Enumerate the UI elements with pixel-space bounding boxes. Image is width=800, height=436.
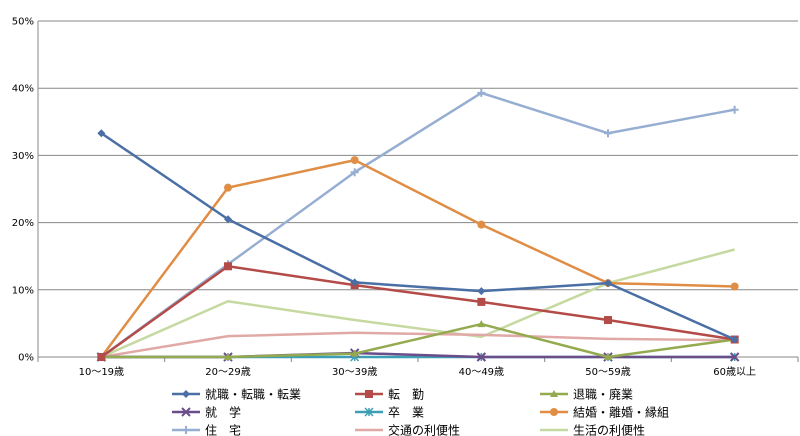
x-tick-label: 50～59歳 [585, 366, 630, 378]
legend-swatch-marker [365, 390, 373, 398]
series-line [101, 331, 735, 359]
legend-label: 結婚・離婚・縁組 [573, 405, 669, 420]
data-point [224, 215, 232, 224]
legend-item: 結婚・離婚・縁組 [540, 405, 669, 420]
legend-item: 就職・転職・転業 [172, 388, 301, 402]
legend-label: 生活の利便性 [573, 424, 645, 436]
legend-item: 転 勤 [355, 388, 424, 402]
series-line [100, 132, 736, 341]
x-tick-label: 10～19歳 [79, 366, 124, 378]
x-tick-label: 60歳以上 [713, 366, 756, 378]
data-point [224, 353, 232, 360]
legend-swatch-marker [182, 426, 190, 434]
data-point [730, 105, 739, 114]
legend-label: 住 宅 [205, 423, 241, 436]
data-point [224, 262, 232, 271]
legend-label: 就 学 [205, 405, 241, 420]
legend-label: 就職・転職・転業 [205, 388, 301, 402]
data-point [604, 353, 612, 360]
y-tick-label: 0% [18, 353, 34, 364]
data-point [477, 287, 486, 296]
data-point [604, 316, 612, 325]
legend-label: 転 勤 [388, 388, 424, 402]
legend-item: 就 学 [172, 405, 241, 420]
legend-swatch-marker [550, 390, 558, 397]
data-point [224, 183, 232, 192]
data-point [477, 220, 486, 229]
legend-item: 生活の利便性 [540, 424, 645, 436]
y-tick-label: 20% [12, 218, 34, 229]
series-line [100, 265, 735, 359]
series-line [100, 91, 735, 359]
data-point [730, 335, 739, 344]
legend-item: 交通の利便性 [355, 423, 460, 436]
data-point [476, 352, 487, 362]
legend-label: 卒 業 [388, 406, 424, 420]
data-point [477, 88, 486, 97]
legend-swatch-marker [182, 390, 190, 398]
data-point [350, 156, 359, 165]
data-point [350, 168, 359, 177]
y-tick-label: 30% [12, 151, 34, 162]
series-0 [97, 129, 739, 344]
data-point [604, 129, 612, 138]
legend: 就職・転職・転業 転 勤 退職・廃業就 学 卒 業 結婚・離婚・縁組住 宅 交通の利便性 生… [172, 387, 669, 436]
x-tick-label: 30～39歳 [332, 366, 377, 378]
series-7 [101, 331, 735, 359]
series-8 [100, 248, 735, 359]
series-group [96, 88, 740, 362]
data-point [97, 129, 106, 138]
data-point [350, 278, 359, 287]
x-tick-label: 20～29歳 [205, 366, 250, 378]
legend-swatch-marker [181, 407, 191, 417]
legend-label: 交通の利便性 [388, 423, 460, 436]
y-axis: 0% 10% 20% 30% 40% 50% [12, 17, 39, 364]
legend-swatch-marker [364, 407, 374, 417]
data-point [477, 297, 486, 306]
data-point [604, 279, 612, 288]
data-point [729, 352, 740, 362]
data-point [97, 353, 106, 361]
series-line [100, 158, 735, 358]
gridlines [38, 20, 798, 291]
y-tick-label: 10% [12, 285, 34, 296]
legend-item: 卒 業 [355, 406, 424, 420]
series-line [100, 248, 735, 359]
legend-swatch-marker [550, 408, 558, 416]
data-point [350, 349, 359, 357]
y-tick-label: 50% [12, 17, 34, 28]
legend-item: 退職・廃業 [540, 387, 633, 402]
legend-label: 退職・廃業 [573, 387, 633, 402]
data-point [730, 282, 739, 291]
x-tick-label: 40～49歳 [459, 366, 504, 378]
y-tick-label: 40% [12, 84, 34, 95]
series-line [101, 322, 735, 359]
data-point [477, 320, 486, 328]
legend-item: 住 宅 [172, 423, 241, 436]
